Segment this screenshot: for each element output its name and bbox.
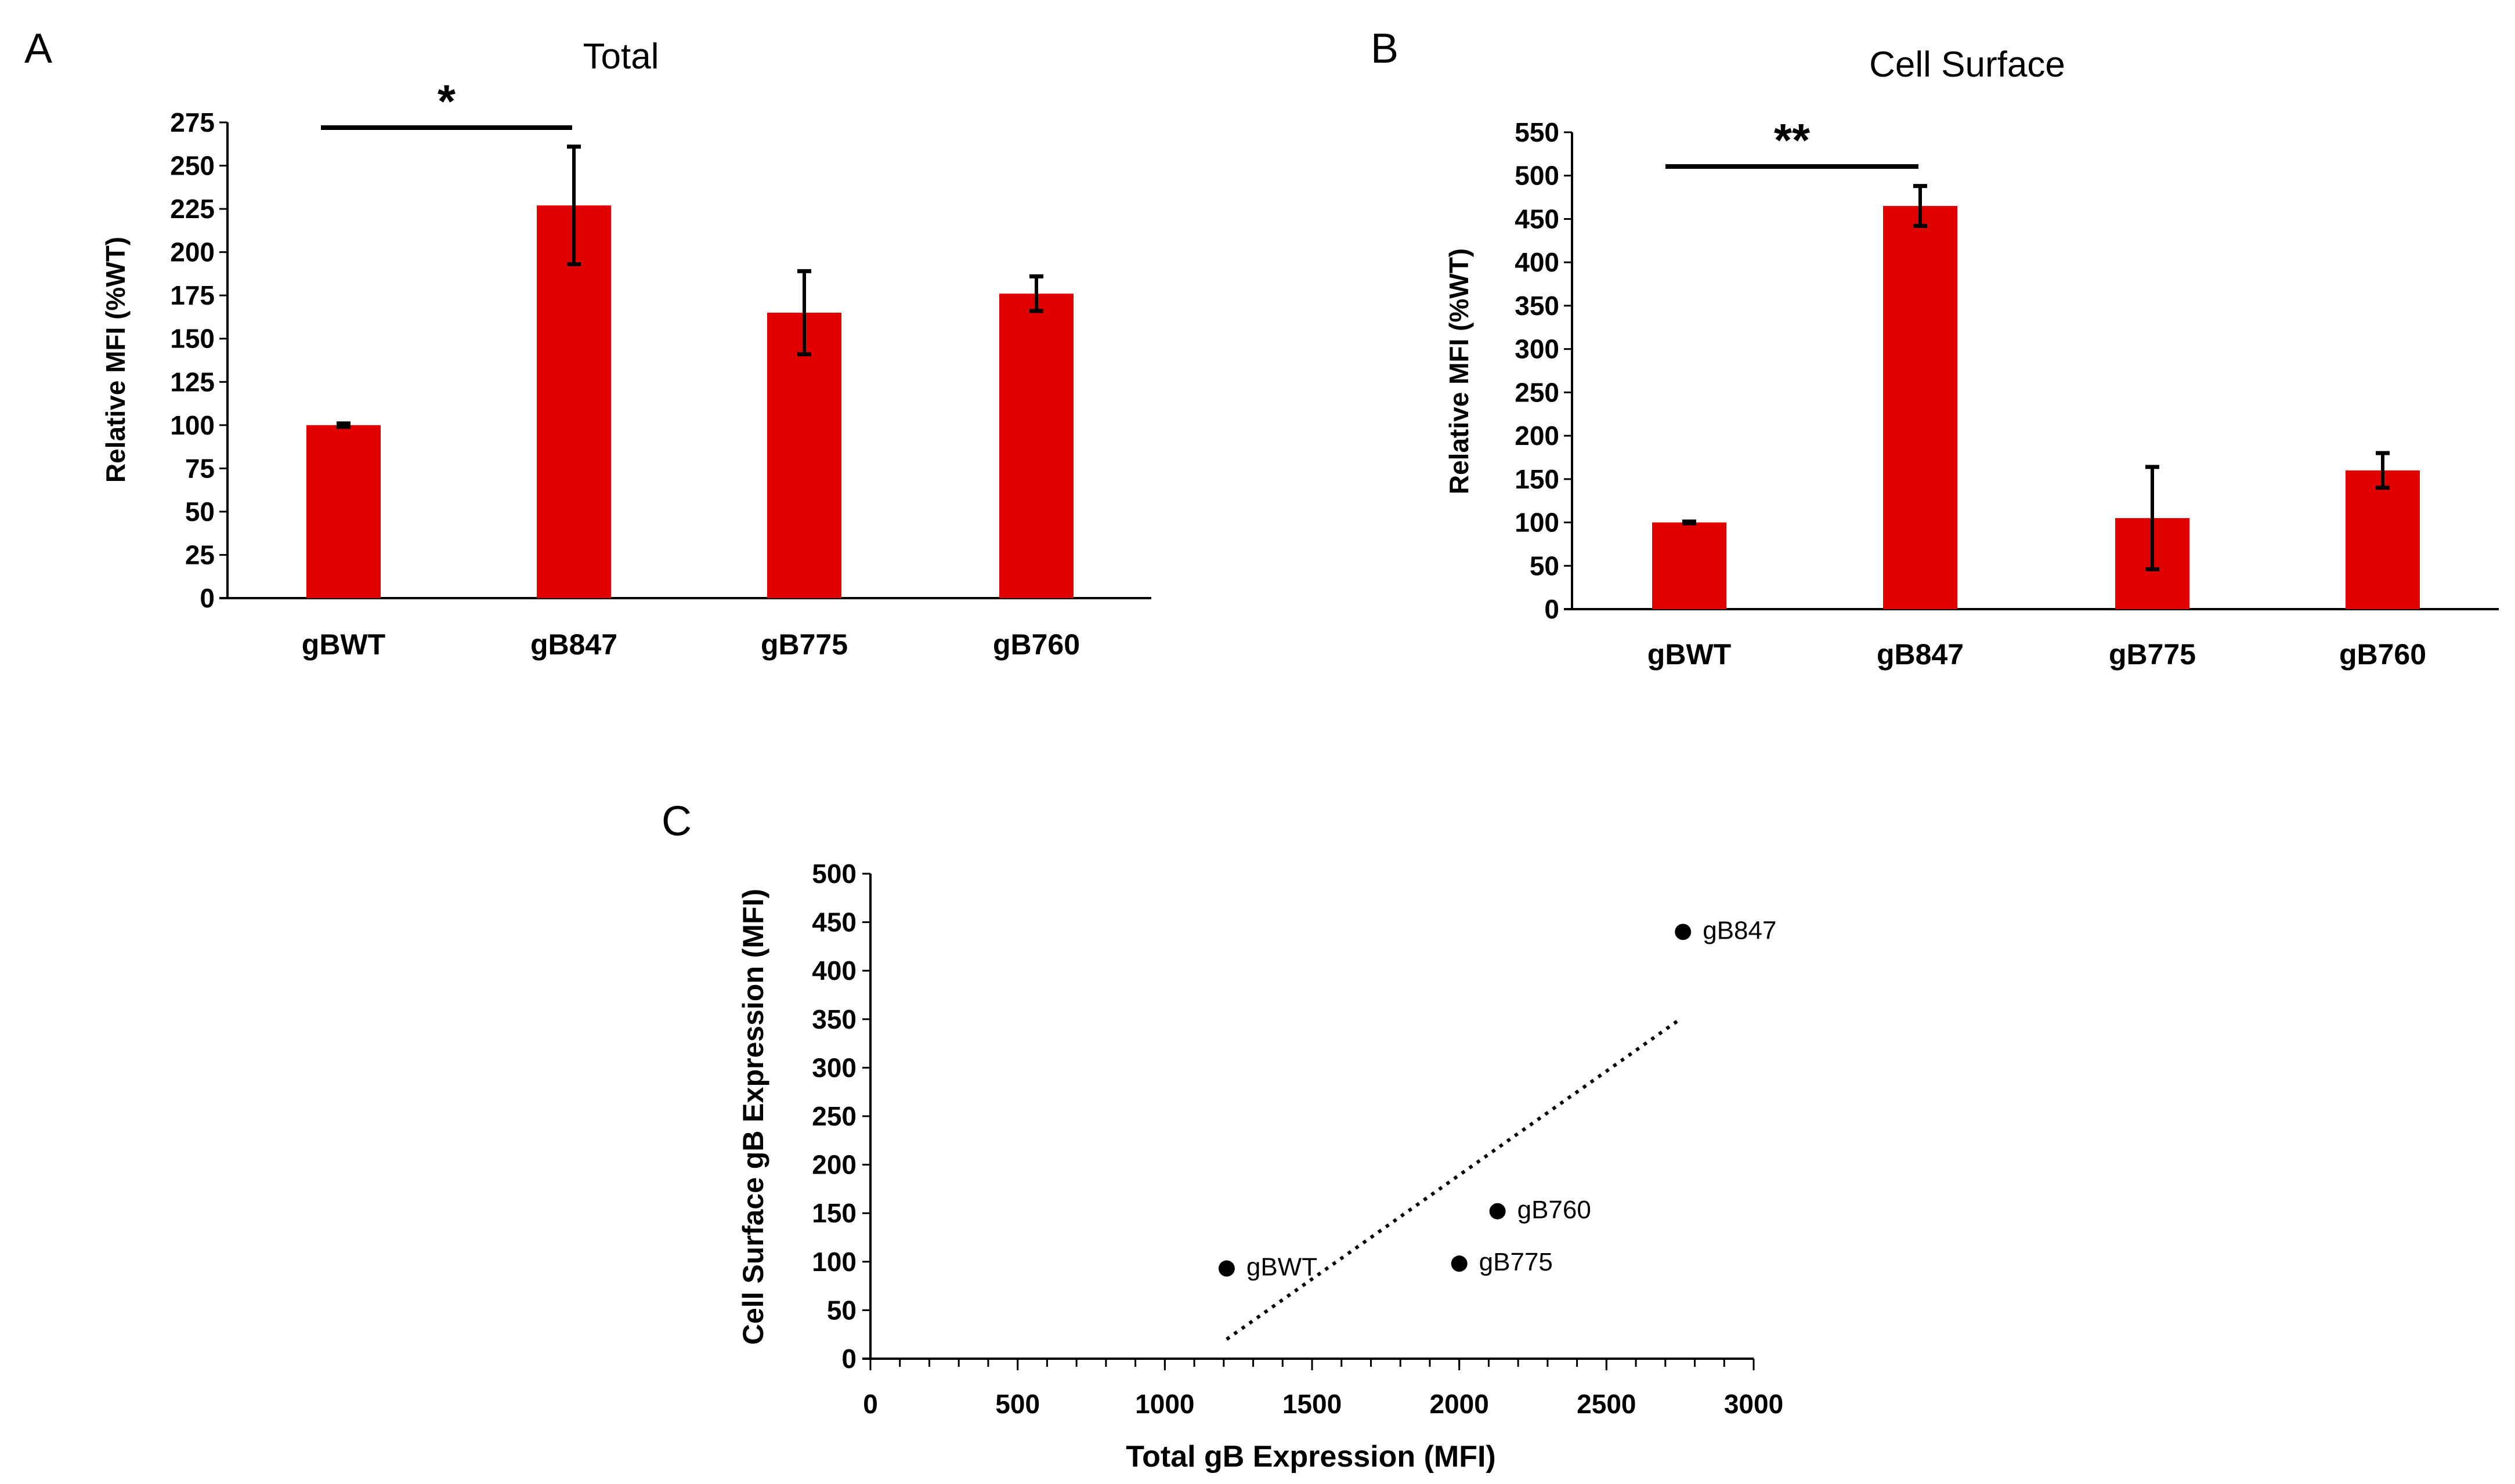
chart-a-bar-gB847 bbox=[537, 205, 611, 598]
chart-c-point-gB847 bbox=[1675, 924, 1692, 940]
chart-b-x-tick-label: gBWT bbox=[1647, 638, 1731, 671]
chart-b-y-tick-label: 350 bbox=[1515, 291, 1559, 321]
chart-a-x-tick-label: gB847 bbox=[530, 628, 617, 661]
chart-c-y-tick-label: 300 bbox=[812, 1052, 857, 1083]
chart-c-x-tick-label: 0 bbox=[863, 1389, 878, 1419]
chart-b-x-tick-label: gB847 bbox=[1877, 638, 1964, 671]
chart-c-x-tick-label: 2500 bbox=[1577, 1389, 1636, 1419]
chart-c-point-gBWT bbox=[1218, 1260, 1235, 1277]
chart-c-x-label: Total gB Expression (MFI) bbox=[1126, 1440, 1496, 1474]
chart-b-y-tick-label: 500 bbox=[1515, 161, 1559, 191]
chart-b-bar-gB847 bbox=[1883, 206, 1957, 609]
chart-a-y-tick-label: 175 bbox=[170, 280, 215, 310]
chart-b-significance-label: ** bbox=[1774, 114, 1811, 166]
chart-c-y-tick-label: 100 bbox=[812, 1247, 857, 1277]
chart-b-y-tick-label: 550 bbox=[1515, 117, 1559, 147]
chart-c-point-gB760 bbox=[1489, 1203, 1506, 1219]
chart-c-scatter: C Cell Surface gB Expression (MFI) Total… bbox=[662, 798, 1783, 1474]
chart-b-y-tick-label: 450 bbox=[1515, 204, 1559, 234]
chart-a-title: Total bbox=[583, 37, 659, 77]
chart-b-bar-gB760 bbox=[2346, 470, 2420, 609]
chart-b-bar-gBWT bbox=[1652, 522, 1726, 609]
chart-c-y-tick-label: 150 bbox=[812, 1198, 857, 1228]
chart-a-y-tick-label: 225 bbox=[170, 194, 215, 224]
chart-b-title: Cell Surface bbox=[1869, 45, 2065, 85]
chart-b-y-tick-label: 400 bbox=[1515, 247, 1559, 277]
chart-c-y-tick-label: 50 bbox=[827, 1295, 857, 1325]
chart-a-y-tick-label: 200 bbox=[170, 237, 215, 267]
chart-a-y-tick-label: 100 bbox=[170, 410, 215, 440]
chart-c-y-tick-label: 450 bbox=[812, 907, 857, 938]
chart-a-significance-label: * bbox=[438, 75, 456, 127]
chart-b-y-tick-label: 250 bbox=[1515, 377, 1559, 407]
chart-c-point-gB775 bbox=[1451, 1255, 1468, 1272]
chart-c-y-tick-label: 350 bbox=[812, 1004, 857, 1034]
chart-b-y-label: Relative MFI (%WT) bbox=[1444, 248, 1474, 494]
chart-a-x-tick-label: gB775 bbox=[761, 628, 848, 661]
chart-c-y-tick-label: 0 bbox=[841, 1344, 857, 1374]
chart-c-x-tick-label: 2000 bbox=[1429, 1389, 1488, 1419]
chart-b-y-tick-label: 50 bbox=[1530, 551, 1559, 581]
chart-c-y-label: Cell Surface gB Expression (MFI) bbox=[737, 889, 769, 1345]
chart-a-bar-gBWT bbox=[306, 425, 381, 598]
chart-b-cell-surface: B Cell Surface Relative MFI (%WT) 0 50 100… bbox=[1371, 26, 2499, 671]
chart-a-y-tick-label: 125 bbox=[170, 367, 215, 397]
chart-a-x-tick-label: gBWT bbox=[302, 628, 385, 661]
chart-c-y-tick-label: 200 bbox=[812, 1150, 857, 1180]
chart-a-y-tick-label: 0 bbox=[200, 583, 215, 613]
chart-a-total: A Total Relative MFI (%WT) 0 25 50 75 100 125… bbox=[24, 26, 1151, 661]
chart-c-x-tick-label: 1000 bbox=[1135, 1389, 1194, 1419]
chart-b-y-tick-label: 100 bbox=[1515, 508, 1559, 538]
chart-c-x-tick-label: 1500 bbox=[1282, 1389, 1342, 1419]
chart-a-y-tick-label: 50 bbox=[185, 497, 215, 527]
chart-b-x-tick-label: gB775 bbox=[2109, 638, 2196, 671]
chart-a-y-label: Relative MFI (%WT) bbox=[100, 237, 131, 483]
chart-c-y-tick-label: 500 bbox=[812, 859, 857, 889]
chart-c-y-tick-label: 250 bbox=[812, 1101, 857, 1131]
panel-label-b: B bbox=[1371, 26, 1399, 72]
chart-c-trendline bbox=[1226, 1018, 1681, 1341]
chart-a-y-tick-label: 25 bbox=[185, 540, 215, 570]
panel-label-c: C bbox=[662, 798, 692, 845]
chart-c-point-label: gB847 bbox=[1703, 916, 1776, 944]
chart-c-point-label: gB760 bbox=[1517, 1196, 1591, 1224]
chart-a-y-tick-label: 275 bbox=[170, 107, 215, 137]
chart-c-point-label: gBWT bbox=[1246, 1253, 1317, 1282]
chart-b-y-tick-label: 150 bbox=[1515, 464, 1559, 494]
chart-c-x-tick-label: 500 bbox=[995, 1389, 1040, 1419]
chart-a-y-tick-label: 150 bbox=[170, 324, 215, 354]
chart-a-x-tick-label: gB760 bbox=[993, 628, 1080, 661]
panel-label-a: A bbox=[24, 26, 52, 72]
chart-c-x-tick-label: 3000 bbox=[1724, 1389, 1783, 1419]
chart-c-y-tick-label: 400 bbox=[812, 955, 857, 986]
chart-b-y-tick-label: 0 bbox=[1544, 594, 1559, 624]
chart-c-point-label: gB775 bbox=[1479, 1248, 1553, 1276]
chart-a-bar-gB760 bbox=[999, 294, 1074, 598]
chart-b-y-tick-label: 200 bbox=[1515, 421, 1559, 451]
chart-a-bar-gB775 bbox=[767, 313, 841, 598]
chart-a-y-tick-label: 250 bbox=[170, 151, 215, 181]
chart-b-x-tick-label: gB760 bbox=[2339, 638, 2426, 671]
chart-a-y-tick-label: 75 bbox=[185, 453, 215, 483]
chart-b-y-tick-label: 300 bbox=[1515, 334, 1559, 364]
